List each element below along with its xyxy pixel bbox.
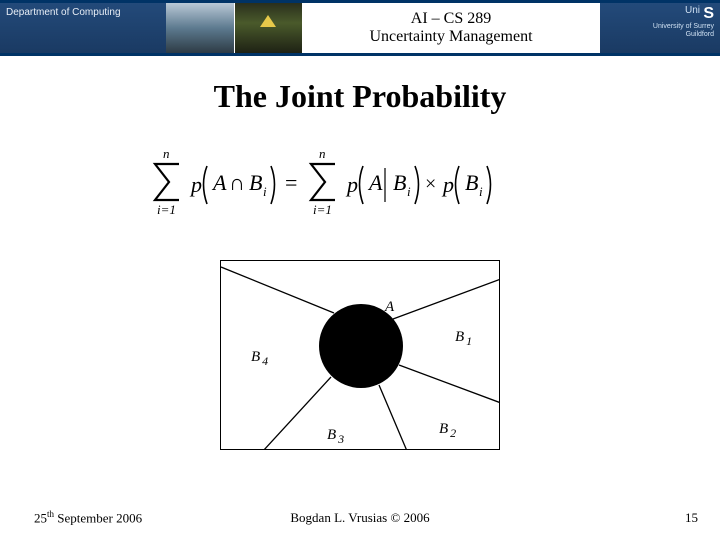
footer-date-ordinal: th xyxy=(47,509,54,519)
slide-footer: 25th September 2006 Bogdan L. Vrusias © … xyxy=(0,506,720,526)
department-label: Department of Computing xyxy=(6,7,121,18)
footer-date-day: 25 xyxy=(34,510,47,525)
course-subtitle: Uncertainty Management xyxy=(369,28,532,46)
header-row: Department of Computing AI – CS 289 Unce… xyxy=(0,3,720,53)
diagram-region: A B1 B2 B3 B4 xyxy=(0,260,720,450)
svg-text:A: A xyxy=(367,170,383,195)
header-bottom-rule-left xyxy=(0,53,302,56)
svg-text:B3: B3 xyxy=(327,427,344,446)
svg-text:∩: ∩ xyxy=(229,170,245,195)
svg-text:×: × xyxy=(425,173,436,195)
svg-text:A: A xyxy=(211,170,227,195)
svg-text:n: n xyxy=(319,146,326,161)
svg-text:i=1: i=1 xyxy=(157,202,176,217)
uni-s-glyph: S xyxy=(703,5,714,23)
svg-text:p: p xyxy=(441,172,454,197)
uni-subtext: University of Surrey Guildford xyxy=(653,23,714,38)
formula-region: ni=1pA∩Bi=ni=1pABi×pBi xyxy=(0,138,720,224)
svg-text:i: i xyxy=(407,184,411,199)
department-box: Department of Computing xyxy=(0,3,166,53)
svg-text:n: n xyxy=(163,146,170,161)
footer-date: 25th September 2006 xyxy=(34,509,142,526)
svg-text:B4: B4 xyxy=(251,349,268,368)
formula-svg: ni=1pA∩Bi=ni=1pABi×pBi xyxy=(145,138,575,224)
svg-text:=: = xyxy=(285,170,297,195)
svg-text:B1: B1 xyxy=(455,329,472,348)
header-photo-strip xyxy=(166,3,302,53)
svg-text:B: B xyxy=(249,170,262,195)
uni-prefix: Uni xyxy=(685,5,700,16)
slide-header: Department of Computing AI – CS 289 Unce… xyxy=(0,0,720,56)
header-photo-2 xyxy=(235,3,303,53)
svg-text:B: B xyxy=(393,170,406,195)
course-code: AI – CS 289 xyxy=(411,10,491,28)
course-title-box: AI – CS 289 Uncertainty Management xyxy=(302,3,600,53)
svg-text:i=1: i=1 xyxy=(313,202,332,217)
svg-text:B: B xyxy=(465,170,478,195)
svg-text:p: p xyxy=(345,172,358,197)
svg-text:i: i xyxy=(479,184,483,199)
footer-date-rest: September 2006 xyxy=(54,510,142,525)
footer-author: Bogdan L. Vrusias © 2006 xyxy=(290,510,429,526)
svg-text:p: p xyxy=(189,172,202,197)
slide-title: The Joint Probability xyxy=(0,78,720,115)
university-logo-box: Uni S University of Surrey Guildford xyxy=(600,3,720,53)
svg-text:i: i xyxy=(263,184,267,199)
svg-text:A: A xyxy=(384,299,395,315)
footer-page-number: 15 xyxy=(685,510,698,526)
venn-partition-diagram: A B1 B2 B3 B4 xyxy=(220,260,500,450)
svg-text:B2: B2 xyxy=(439,421,456,440)
header-photo-1 xyxy=(166,3,234,53)
slide: Department of Computing AI – CS 289 Unce… xyxy=(0,0,720,540)
header-bottom-rule-right xyxy=(302,53,720,56)
